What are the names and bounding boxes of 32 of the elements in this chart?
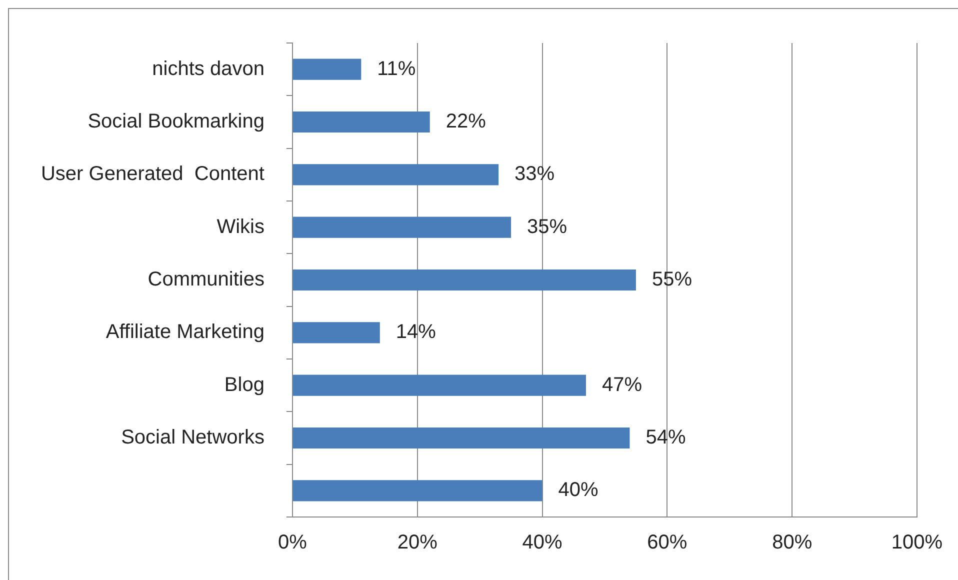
- bar: [292, 216, 512, 238]
- y-tick-label: Blog: [224, 374, 264, 396]
- bar: [292, 374, 586, 396]
- x-tick-label: 60%: [647, 532, 688, 554]
- y-tick-label: Social Networks: [121, 426, 264, 449]
- x-tick-label: 100%: [891, 532, 943, 554]
- bar: [292, 111, 430, 133]
- y-tick-label: User Generated Content: [40, 163, 265, 186]
- data-label: 55%: [652, 268, 692, 291]
- bar: [292, 269, 636, 291]
- data-label: 22%: [446, 110, 486, 133]
- y-tick-label: Wikis: [216, 216, 264, 238]
- data-label: 11%: [377, 58, 416, 80]
- x-tick-label: 20%: [397, 532, 438, 554]
- data-label: 54%: [646, 426, 686, 449]
- y-tick-label: Communities: [148, 268, 264, 291]
- y-tick-label: nichts davon: [152, 58, 264, 80]
- y-tick-label: Social Bookmarking: [88, 110, 264, 133]
- bar: [292, 58, 362, 80]
- data-label: 14%: [396, 321, 436, 344]
- x-tick-label: 80%: [772, 532, 812, 554]
- y-tick-label: Affiliate Marketing: [106, 321, 264, 344]
- bar: [292, 164, 499, 186]
- bar: [292, 480, 542, 502]
- data-label: 40%: [558, 479, 599, 502]
- data-label: 47%: [602, 374, 642, 396]
- bar: [292, 427, 630, 449]
- data-label: 35%: [527, 216, 568, 238]
- x-tick-label: 40%: [522, 532, 563, 554]
- x-tick-label: 0%: [278, 532, 308, 554]
- bar: [292, 322, 380, 344]
- data-label: 33%: [514, 163, 555, 186]
